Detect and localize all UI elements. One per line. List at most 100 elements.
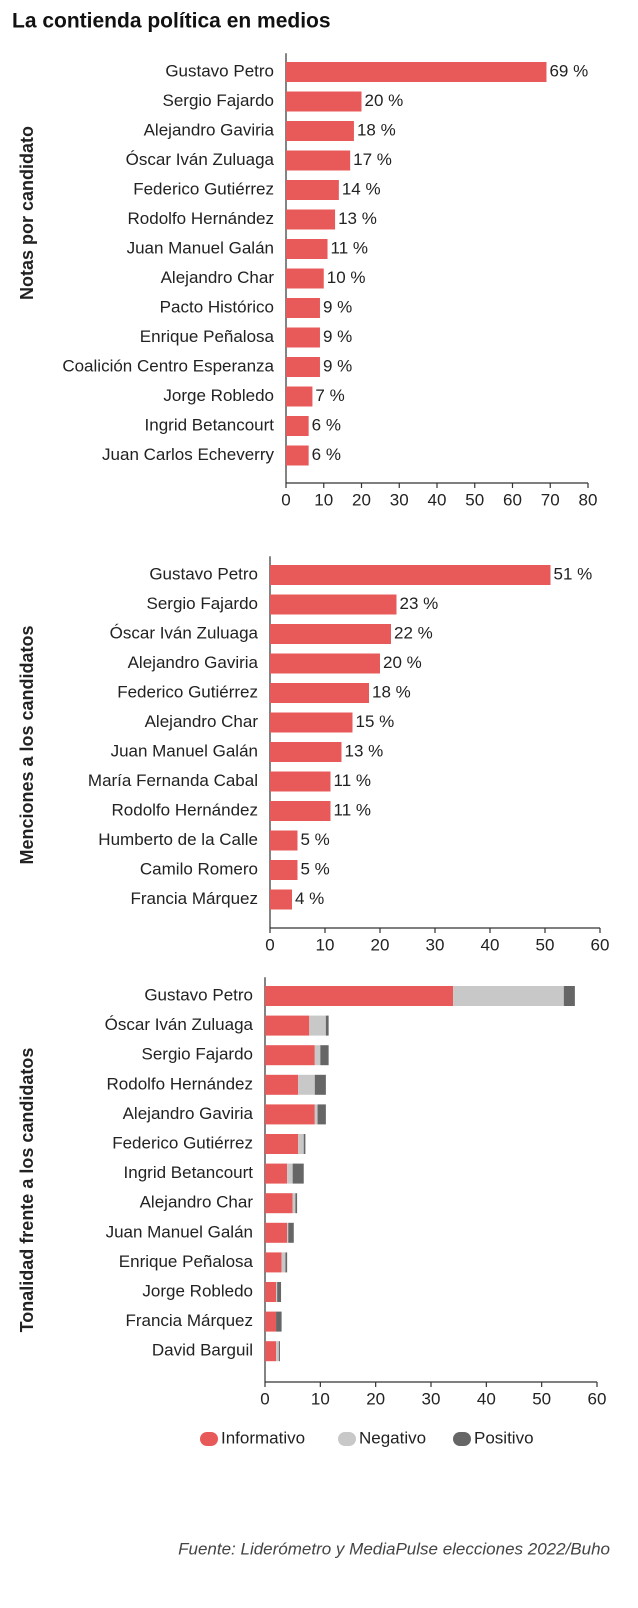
bar-segment (292, 1163, 304, 1184)
category-label: Jorge Robledo (142, 1281, 253, 1300)
bar (286, 239, 328, 259)
bar-segment (298, 1074, 315, 1095)
category-label: Pacto Histórico (160, 297, 274, 316)
bar-segment (265, 1311, 277, 1332)
x-tick-label: 0 (281, 490, 290, 509)
source-note: Fuente: Liderómetro y MediaPulse eleccio… (178, 1539, 610, 1558)
x-tick-label: 10 (311, 1389, 330, 1408)
bar (286, 445, 309, 466)
bar (286, 91, 362, 112)
bar (286, 209, 336, 230)
bar-segment (287, 1163, 293, 1184)
x-tick-label: 70 (541, 490, 560, 509)
bar-segment (309, 1015, 326, 1036)
bar-segment (314, 1104, 318, 1125)
bar-segment (281, 1252, 286, 1273)
x-tick-label: 60 (588, 1389, 607, 1408)
category-label: Jorge Robledo (163, 386, 274, 405)
legend-label: Positivo (474, 1428, 534, 1447)
x-tick-label: 40 (477, 1389, 496, 1408)
x-tick-label: 20 (366, 1389, 385, 1408)
legend-label: Negativo (359, 1428, 426, 1447)
category-label: Rodolfo Hernández (107, 1074, 253, 1093)
category-label: Federico Gutiérrez (133, 179, 274, 198)
category-label: Coalición Centro Esperanza (62, 356, 274, 375)
category-label: Sergio Fajardo (141, 1045, 253, 1064)
bar (286, 150, 351, 171)
bar (270, 624, 391, 644)
x-tick-label: 40 (428, 490, 447, 509)
bar-segment (292, 1193, 296, 1214)
bar-segment (265, 1045, 315, 1066)
category-label: Alejandro Char (140, 1193, 254, 1212)
category-label: Ingrid Betancourt (145, 415, 275, 434)
category-label: Alejandro Gaviria (128, 653, 259, 672)
bar-segment (265, 1341, 277, 1362)
bar-segment (285, 1252, 288, 1273)
category-label: Óscar Iván Zuluaga (110, 623, 259, 642)
bar (286, 357, 320, 377)
value-label: 10 % (327, 268, 366, 287)
value-label: 15 % (356, 712, 395, 731)
bar-segment (453, 986, 564, 1006)
x-tick-label: 50 (532, 1389, 551, 1408)
bar (270, 565, 551, 585)
bar-segment (276, 1282, 278, 1302)
value-label: 7 % (315, 386, 344, 405)
bar-segment (320, 1045, 329, 1066)
category-label: Enrique Peñalosa (140, 327, 275, 346)
category-label: David Barguil (152, 1341, 253, 1360)
category-label: Juan Manuel Galán (127, 238, 274, 257)
y-axis-title: Tonalidad frente a los candidatos (17, 1048, 37, 1333)
category-label: Gustavo Petro (149, 564, 258, 583)
category-label: Enrique Peñalosa (119, 1252, 254, 1271)
value-label: 20 % (383, 653, 422, 672)
value-label: 23 % (400, 594, 439, 613)
bar-segment (276, 1311, 282, 1332)
category-label: Sergio Fajardo (146, 594, 258, 613)
bar-segment (265, 1252, 282, 1273)
value-label: 14 % (342, 179, 381, 198)
category-label: Alejandro Char (145, 712, 259, 731)
category-label: Alejandro Char (161, 268, 275, 287)
value-label: 11 % (334, 800, 372, 819)
x-tick-label: 10 (316, 935, 335, 954)
legend-swatch (338, 1432, 356, 1446)
legend-label: Informativo (221, 1428, 305, 1447)
x-tick-label: 50 (465, 490, 484, 509)
value-label: 18 % (372, 682, 411, 701)
x-tick-label: 10 (314, 490, 333, 509)
bar (270, 594, 397, 615)
value-label: 20 % (365, 91, 404, 110)
bar (286, 62, 547, 82)
value-label: 13 % (345, 741, 384, 760)
bar-segment (325, 1015, 329, 1036)
x-tick-label: 30 (426, 935, 445, 954)
bar (286, 268, 324, 289)
value-label: 5 % (301, 859, 330, 878)
category-label: Federico Gutiérrez (117, 682, 258, 701)
value-label: 13 % (338, 209, 377, 228)
category-label: Francia Márquez (125, 1311, 253, 1330)
category-label: Juan Carlos Echeverry (102, 445, 274, 464)
bar (286, 327, 320, 348)
category-label: Federico Gutiérrez (112, 1133, 253, 1152)
bar-segment (314, 1045, 321, 1066)
y-axis-title: Menciones a los candidatos (17, 625, 37, 864)
value-label: 18 % (357, 120, 396, 139)
legend-swatch (200, 1432, 218, 1446)
bar (270, 653, 380, 674)
category-label: Rodolfo Hernández (112, 800, 258, 819)
bar-segment (265, 1163, 288, 1184)
bar-segment (265, 1104, 315, 1125)
bar-segment (295, 1193, 298, 1214)
bar-segment (317, 1104, 326, 1125)
bar-segment (563, 986, 575, 1006)
bar-segment (287, 1222, 289, 1243)
bar-segment (278, 1341, 280, 1362)
value-label: 22 % (394, 623, 433, 642)
category-label: Alejandro Gaviria (144, 120, 275, 139)
bar-segment (265, 986, 454, 1006)
bar (270, 771, 331, 792)
